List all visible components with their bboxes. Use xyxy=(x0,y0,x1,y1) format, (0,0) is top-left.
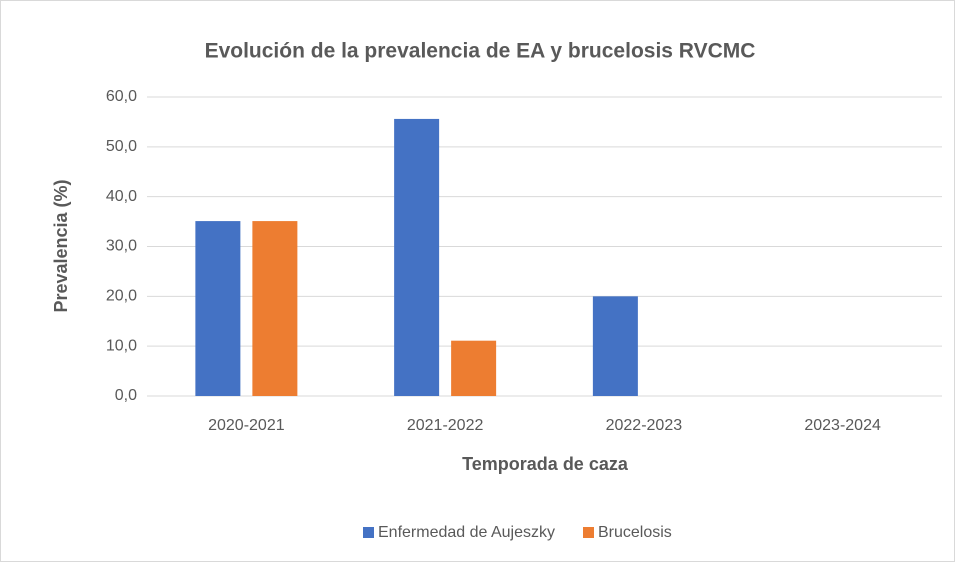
x-tick-label: 2020-2021 xyxy=(208,417,285,434)
y-tick-label: 50,0 xyxy=(106,138,137,155)
y-tick-label: 20,0 xyxy=(106,288,137,305)
x-axis-title: Temporada de caza xyxy=(462,454,629,474)
y-tick-label: 10,0 xyxy=(106,337,137,354)
y-tick-label: 30,0 xyxy=(106,238,137,255)
legend-label: Brucelosis xyxy=(598,524,672,541)
bar xyxy=(451,340,497,396)
bar xyxy=(252,221,298,396)
chart-title: Evolución de la prevalencia de EA y bruc… xyxy=(205,40,756,63)
legend-swatch xyxy=(583,527,594,538)
y-tick-label: 40,0 xyxy=(106,188,137,205)
x-tick-label: 2022-2023 xyxy=(606,417,683,434)
legend-swatch xyxy=(363,527,374,538)
bar xyxy=(592,296,638,396)
x-tick-label: 2021-2022 xyxy=(407,417,484,434)
y-tick-label: 60,0 xyxy=(106,88,137,105)
legend-label: Enfermedad de Aujeszky xyxy=(378,524,555,541)
y-tick-label: 0,0 xyxy=(115,387,137,404)
bar xyxy=(394,118,440,396)
x-tick-label: 2023-2024 xyxy=(804,417,881,434)
bar xyxy=(195,221,241,396)
y-axis-title: Prevalencia (%) xyxy=(51,179,71,312)
